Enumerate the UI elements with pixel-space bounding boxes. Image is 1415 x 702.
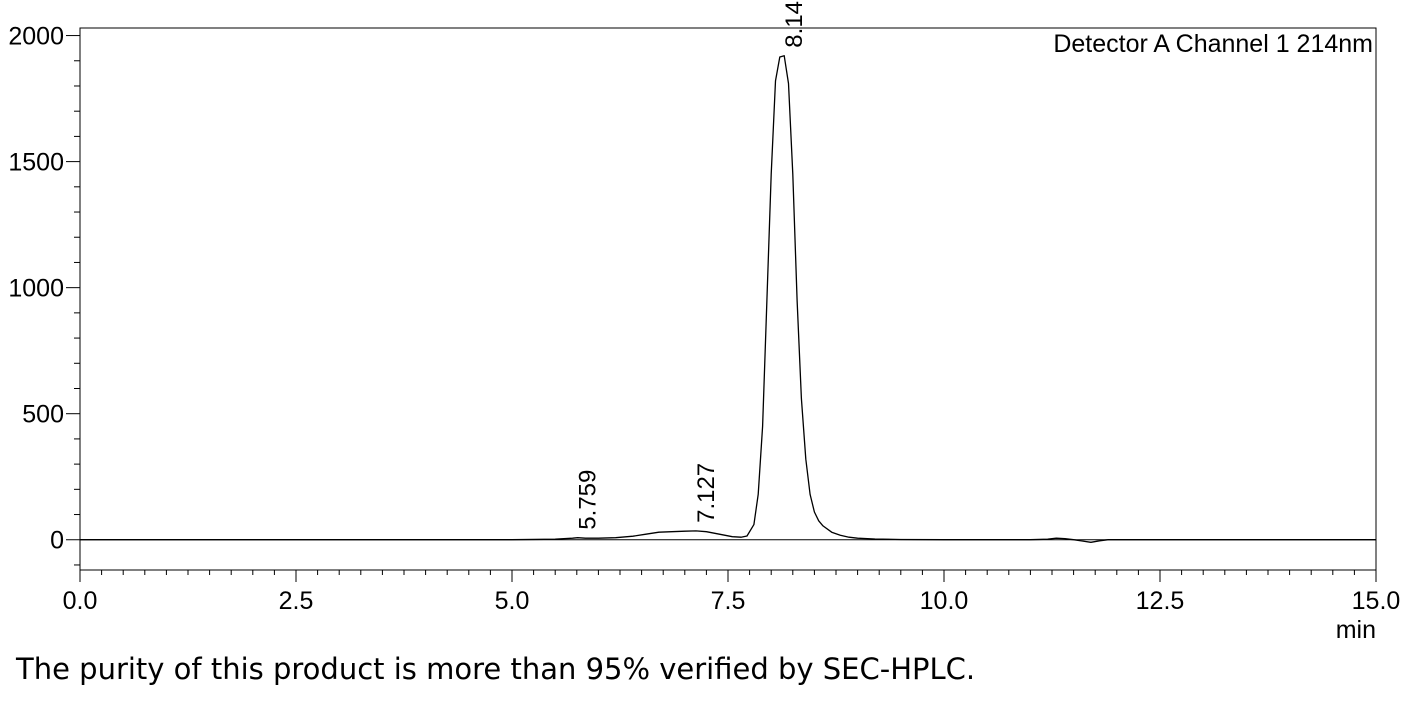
x-tick-label: 12.5: [1136, 587, 1185, 615]
y-tick-label: 1500: [8, 149, 64, 177]
peak-labels: 5.759 7.127 8.147: [575, 0, 808, 530]
x-tick-label: 7.5: [711, 587, 746, 615]
x-tick-label: 2.5: [279, 587, 314, 615]
plot-frame: [79, 27, 1377, 571]
x-tick-label: 15.0: [1352, 587, 1401, 615]
x-tick-label: 10.0: [920, 587, 969, 615]
series-layer: [80, 55, 1376, 543]
y-tick-label: 500: [22, 401, 64, 429]
tick-labels: 0 500 1000 1500 2000 0.0 2.5 5.0 7.5 10.0 12.5 15.0: [8, 23, 1400, 615]
y-tick-label: 0: [50, 527, 64, 555]
chromatogram-trace: [80, 55, 1376, 543]
purity-caption: The purity of this product is more than …: [16, 652, 976, 686]
axes: [79, 27, 1377, 571]
x-tick-label: 5.0: [495, 587, 530, 615]
x-tick-label: 0.0: [63, 587, 98, 615]
tick-marks: [66, 35, 1377, 582]
y-tick-label: 2000: [8, 23, 64, 51]
peak-label: 8.147: [781, 0, 808, 48]
x-axis-unit: min: [1336, 616, 1376, 644]
peak-label: 5.759: [575, 470, 602, 530]
chromatogram-chart: 0 500 1000 1500 2000 0.0 2.5 5.0 7.5 10.0 12.5 15.0…: [8, 0, 1400, 644]
detector-label: Detector A Channel 1 214nm: [1053, 30, 1373, 58]
peak-label: 7.127: [693, 463, 720, 523]
y-tick-label: 1000: [8, 275, 64, 303]
